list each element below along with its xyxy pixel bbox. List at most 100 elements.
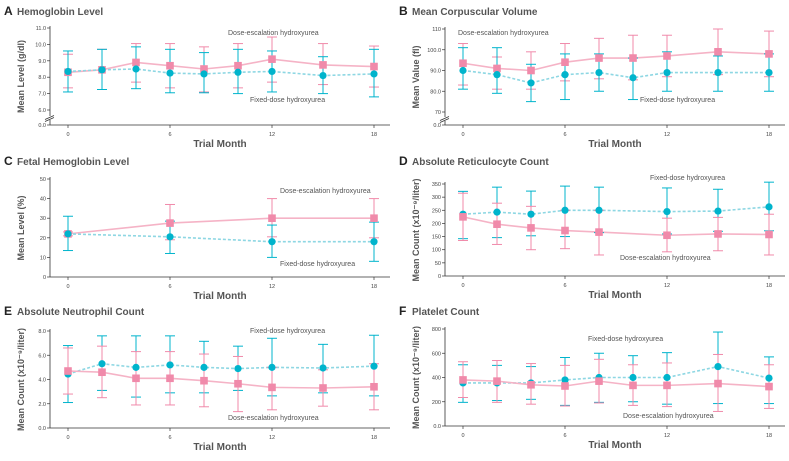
y-tick-label: 11.0 [36,26,46,32]
y-tick-label: 50 [40,177,46,183]
y-tick-label: 8.0 [38,329,46,335]
axis-break-mark [439,116,450,121]
fixed-dose-point [370,362,378,370]
y-tick-label: 0.0 [38,123,46,129]
y-axis-label: Mean Count (x10⁻⁹/liter) [16,328,26,431]
dose-escalation-point [319,384,327,392]
chart-panel-c: C Fetal Hemoglobin Level 0 10 20 30 40 50 0 6 12 18… [0,150,394,305]
fixed-dose-point [714,207,722,215]
y-tick-label: 300 [432,195,441,201]
fixed-dose-line [463,365,770,384]
y-tick-label: 0 [438,274,441,280]
chart-svg: E Absolute Neutrophil Count 0.0 2.0 4.0 6.0 8.… [4,304,390,453]
fixed-dose-point [234,68,242,76]
y-tick-label: 800 [432,327,441,333]
x-tick-label: 0 [66,284,69,290]
fixed-dose-point [561,71,569,79]
x-axis-label: Trial Month [588,440,641,451]
dose-escalation-point [595,377,603,385]
x-tick-label: 0 [461,132,464,138]
fixed-dose-point [132,363,140,371]
dose-escalation-point [132,374,140,383]
y-tick-label: 100 [432,248,441,254]
dose-escalation-point [370,214,378,222]
dose-escalation-point [234,61,242,70]
dose-escalation-point [459,376,467,384]
dose-escalation-point [663,231,671,240]
dose-escalation-point [459,59,467,68]
panel-letter: E [4,304,12,318]
fixed-dose-point [268,238,276,246]
chart-svg: D Absolute Reticulocyte Count 0 50 100 150 200… [399,154,785,301]
y-tick-label: 50 [435,261,441,267]
chart-svg: F Platelet Count 0.0 200 400 600 800 0 6 12 18 Tria… [399,304,785,451]
dose-escalation-point [459,213,467,221]
y-axis-label: Mean Value (fl) [411,45,421,108]
fixed-dose-point [629,74,637,82]
x-tick-label: 0 [461,283,464,289]
y-tick-label: 0.0 [38,426,46,432]
y-tick-label: 150 [432,235,441,241]
y-tick-label: 7.0 [38,92,46,98]
fixed-dose-point [714,362,722,371]
y-tick-label: 2.0 [38,402,46,408]
fixed-dose-point [98,360,106,368]
chart-svg: C Fetal Hemoglobin Level 0 10 20 30 40 50 0 6 12 18… [4,154,390,302]
x-tick-label: 0 [66,435,69,441]
fixed-dose-point [561,206,569,214]
x-tick-label: 18 [371,132,377,138]
dose-escalation-point [629,54,637,62]
y-tick-label: 10 [40,255,46,261]
chart-panel-b: B Mean Corpuscular Volume 70 80.0 90.0 100.0 1… [395,0,789,155]
fixed-dose-point [663,208,671,216]
y-tick-label: 350 [432,182,441,188]
x-tick-label: 18 [766,433,772,439]
y-tick-label: 100.0 [427,48,441,54]
dose-escalation-point [493,220,501,229]
y-tick-label: 250 [432,208,441,214]
axis-break-mark [44,117,55,122]
dose-escalation-point [595,54,603,62]
fixed-dose-point [527,210,535,218]
x-tick-label: 12 [269,284,275,290]
dose-escalation-point [527,380,535,389]
panel-letter: C [4,154,13,168]
y-tick-label: 200 [432,221,441,227]
dose-escalation-point [64,367,72,375]
dose-escalation-point [200,376,208,385]
y-tick-label: 6.0 [38,353,46,359]
y-axis-label: Mean Level (%) [16,195,26,260]
dose-escalation-point [234,379,242,388]
dose-escalation-point [714,230,722,238]
fixed-dose-point [98,66,106,74]
fixed-dose-point [493,208,501,216]
dose-escalation-point [714,379,722,388]
fixed-dose-point [561,376,569,384]
dose-escalation-line [67,370,375,389]
dose-escalation-point [663,52,671,60]
dose-escalation-point [663,381,671,390]
fixed-dose-point [765,203,773,211]
series-label: Dose-escalation hydroxyurea [228,415,319,422]
dose-escalation-point [561,58,569,66]
x-tick-label: 6 [563,132,566,138]
y-tick-label: 10.0 [35,42,46,48]
fixed-dose-point [234,364,242,373]
x-tick-label: 6 [168,284,171,290]
axis-break-mark [44,115,55,120]
y-tick-label: 90.0 [430,69,441,75]
series-label: Fixed-dose hydroxyurea [650,175,725,182]
chart-title: Absolute Neutrophil Count [17,307,145,318]
panel-letter: B [399,4,408,18]
chart-panel-e: E Absolute Neutrophil Count 0.0 2.0 4.0 6.0 8.… [0,300,394,461]
dose-escalation-point [370,382,378,391]
dose-escalation-point [200,65,208,73]
dose-escalation-point [166,61,174,70]
fixed-dose-point [595,206,603,214]
chart-svg: B Mean Corpuscular Volume 70 80.0 90.0 100.0 1… [399,4,785,150]
fixed-dose-point [765,374,773,382]
axis-break-gap [441,117,449,121]
fixed-dose-point [166,233,174,241]
series-label: Dose-escalation hydroxyurea [228,30,319,37]
x-axis-label: Trial Month [193,139,246,150]
